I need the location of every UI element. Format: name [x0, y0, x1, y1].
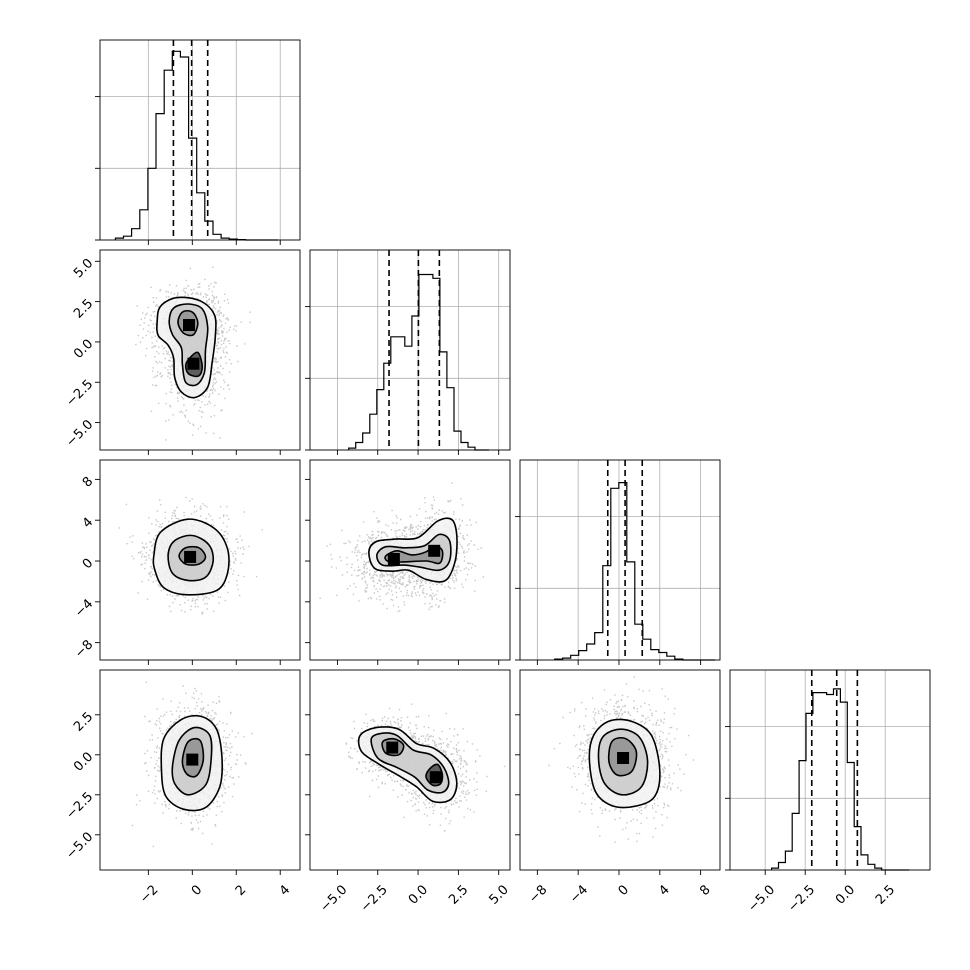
pair-panel-2-3	[515, 669, 721, 875]
scatter-points	[118, 496, 263, 615]
hist-frame	[519, 459, 721, 661]
contour-level-2	[177, 309, 199, 337]
y-tick-label: 2.5	[71, 296, 96, 321]
y-tick-label: 0	[80, 556, 96, 572]
x-tick-label: 4	[656, 882, 672, 898]
contour-level-0	[160, 714, 224, 812]
contour-level-3	[425, 763, 444, 787]
contour-level-2	[178, 545, 207, 566]
y-tick-label: 0.0	[71, 749, 96, 774]
contour-level-3	[184, 351, 204, 378]
y-tick-label: −2.5	[63, 377, 96, 410]
density-peak	[186, 753, 199, 766]
x-tick-label: 0	[189, 882, 205, 898]
pair-frame	[309, 459, 511, 661]
contour-level-0	[156, 296, 217, 399]
hist-panel-1	[305, 249, 511, 455]
hist-panel-2	[515, 459, 721, 665]
contour-level-1	[171, 726, 213, 796]
x-tick-label: 0.0	[406, 882, 431, 907]
x-tick-label: 2	[233, 882, 249, 898]
x-tick-label: −2.5	[358, 882, 391, 915]
contour-level-0	[368, 517, 458, 583]
y-tick-label: −8	[72, 637, 96, 661]
density-peak	[386, 741, 399, 754]
x-tick-label: −2.5	[785, 882, 818, 915]
contour-level-1	[167, 534, 215, 582]
hist-frame	[309, 249, 511, 451]
contour-level-2	[384, 544, 444, 565]
hist-series-3	[771, 688, 910, 871]
x-tick-label: −2	[137, 882, 161, 906]
y-tick-label: −5.0	[63, 417, 96, 450]
y-tick-label: 2.5	[71, 709, 96, 734]
pair-panel-1-2	[305, 459, 511, 665]
contour-level-2	[181, 737, 205, 778]
pair-panel-1-3	[305, 669, 511, 875]
density-peak	[387, 552, 400, 565]
density-peak	[187, 357, 200, 370]
contour-level-1	[168, 303, 209, 387]
contour-level-1	[370, 732, 450, 794]
contour-level-0	[357, 726, 458, 804]
y-tick-label: −2.5	[63, 789, 96, 822]
x-tick-label: 0	[616, 882, 632, 898]
x-tick-label: −5.0	[318, 882, 351, 915]
density-peak	[617, 752, 630, 764]
contour-level-1	[597, 728, 649, 796]
y-tick-label: −5.0	[63, 829, 96, 862]
pair-panel-0-3	[95, 669, 301, 875]
contour-level-2	[607, 736, 638, 777]
x-tick-label: −8	[526, 882, 550, 906]
hist-frame	[729, 669, 931, 871]
pair-panel-0-2	[95, 459, 301, 665]
x-tick-label: 0.0	[833, 882, 858, 907]
contour-level-0	[588, 718, 661, 809]
y-tick-label: 4	[80, 515, 96, 531]
contour-level-2	[381, 737, 405, 757]
x-tick-label: 2.5	[873, 882, 898, 907]
x-tick-label: 8	[697, 882, 713, 898]
pair-frame	[519, 669, 721, 871]
hist-series-0	[114, 50, 278, 241]
hist-series-2	[554, 482, 715, 661]
hist-panel-3	[725, 669, 931, 875]
pair-frame	[99, 249, 301, 451]
hist-frame	[99, 39, 301, 241]
x-tick-label: 5.0	[487, 882, 512, 907]
contour-level-1	[376, 533, 452, 572]
density-peak	[183, 319, 196, 331]
y-tick-label: 5.0	[71, 256, 96, 281]
y-tick-label: 8	[80, 474, 96, 490]
hist-panel-0	[95, 39, 301, 245]
y-tick-label: −4	[72, 597, 96, 621]
x-tick-label: −4	[567, 882, 591, 906]
x-tick-label: 2.5	[446, 882, 471, 907]
x-tick-label: −5.0	[745, 882, 778, 915]
contour-level-0	[152, 518, 230, 596]
pair-frame	[99, 669, 301, 871]
hist-series-1	[348, 273, 489, 451]
density-peak	[429, 771, 442, 784]
pair-frame	[99, 459, 301, 661]
pair-frame	[309, 669, 511, 871]
pair-panel-0-1	[95, 249, 301, 455]
y-tick-label: 0.0	[71, 337, 96, 362]
x-tick-label: 4	[277, 882, 293, 898]
corner-plot-panels: −2 0 2 4 −5.0 −2.5 0.0 2.5 5.0 −8 −4 0 4 8 −5.0 −2.5 0.0…	[63, 39, 931, 915]
density-peak	[184, 550, 197, 563]
